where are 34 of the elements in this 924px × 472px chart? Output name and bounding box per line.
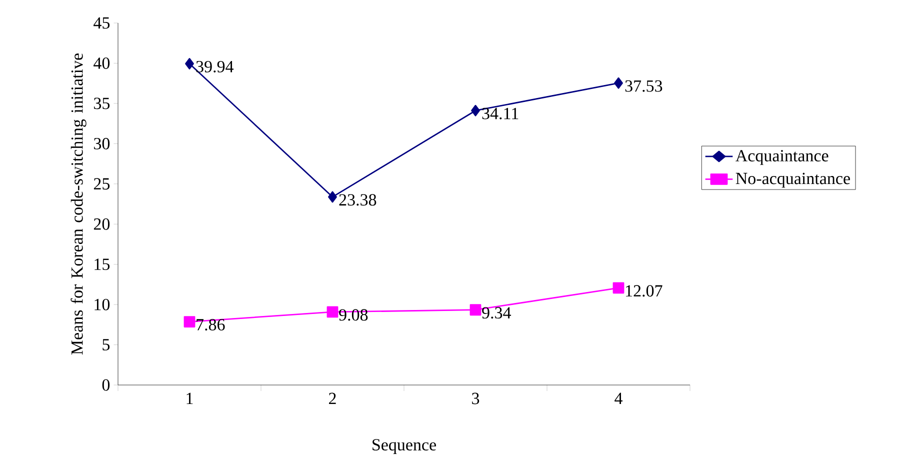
legend-label: Acquaintance bbox=[736, 150, 828, 165]
data-label: 39.94 bbox=[196, 60, 234, 72]
point bbox=[614, 77, 623, 89]
y-tick-label: 35 bbox=[94, 98, 110, 110]
point bbox=[185, 58, 194, 70]
y-tick-label: 0 bbox=[102, 379, 110, 391]
y-tick-label: 20 bbox=[94, 218, 110, 230]
x-axis-title: Sequence bbox=[372, 439, 436, 454]
data-label: 7.86 bbox=[196, 318, 225, 331]
data-label: 23.38 bbox=[339, 194, 376, 206]
point bbox=[326, 306, 338, 318]
point bbox=[471, 104, 480, 116]
y-tick-label: 5 bbox=[102, 339, 110, 350]
data-label: 9.08 bbox=[339, 309, 368, 321]
point bbox=[184, 316, 196, 328]
data-label: 9.34 bbox=[482, 307, 512, 319]
y-tick-label: 40 bbox=[94, 57, 110, 69]
point bbox=[470, 304, 482, 316]
x-tick-label: 2 bbox=[329, 392, 336, 404]
data-label: 37.53 bbox=[625, 80, 662, 92]
y-tick-label: 45 bbox=[94, 17, 110, 29]
data-label: 34.11 bbox=[482, 108, 518, 120]
y-tick-label: 10 bbox=[94, 298, 110, 310]
data-label: 12.07 bbox=[626, 285, 662, 297]
legend-label: No-acquaintance bbox=[736, 172, 850, 188]
y-tick-label: 25 bbox=[94, 178, 110, 190]
y-axis-title: Means for Korean code-switching initiative bbox=[70, 53, 86, 355]
x-tick-label: 3 bbox=[472, 392, 480, 404]
x-tick-label: 1 bbox=[186, 392, 193, 404]
point bbox=[612, 282, 624, 294]
point bbox=[328, 191, 337, 203]
y-tick-label: 15 bbox=[94, 258, 110, 270]
x-tick-label: 4 bbox=[614, 392, 622, 404]
y-tick-label: 30 bbox=[94, 138, 110, 150]
